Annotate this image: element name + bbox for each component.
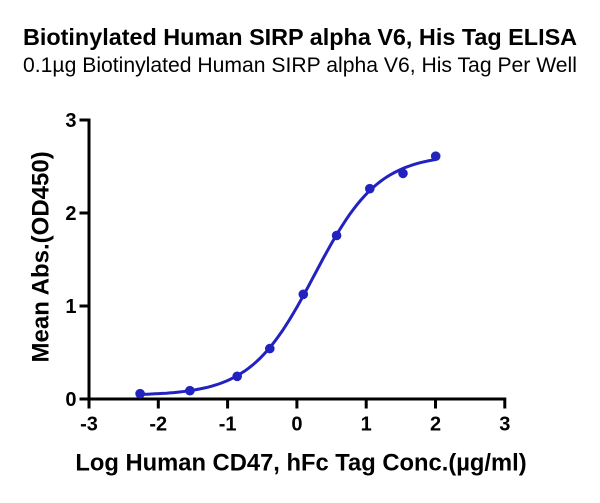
svg-text:1: 1 bbox=[65, 296, 76, 318]
svg-text:Biotinylated Human SIRP alpha: Biotinylated Human SIRP alpha V6, His Ta… bbox=[23, 24, 577, 50]
svg-text:-2: -2 bbox=[149, 413, 167, 435]
svg-text:Log Human CD47, hFc Tag Conc.(: Log Human CD47, hFc Tag Conc.(µg/ml) bbox=[75, 450, 526, 477]
svg-text:0: 0 bbox=[291, 413, 302, 435]
svg-text:1: 1 bbox=[361, 413, 372, 435]
svg-text:-3: -3 bbox=[80, 413, 98, 435]
svg-text:Mean Abs.(OD450): Mean Abs.(OD450) bbox=[28, 151, 55, 362]
svg-text:-1: -1 bbox=[219, 413, 237, 435]
svg-text:3: 3 bbox=[499, 413, 510, 435]
svg-text:0: 0 bbox=[65, 389, 76, 411]
svg-text:2: 2 bbox=[430, 413, 441, 435]
svg-text:2: 2 bbox=[65, 203, 76, 225]
svg-text:3: 3 bbox=[65, 110, 76, 132]
svg-text:0.1µg Biotinylated Human SIRP: 0.1µg Biotinylated Human SIRP alpha V6, … bbox=[23, 54, 577, 77]
